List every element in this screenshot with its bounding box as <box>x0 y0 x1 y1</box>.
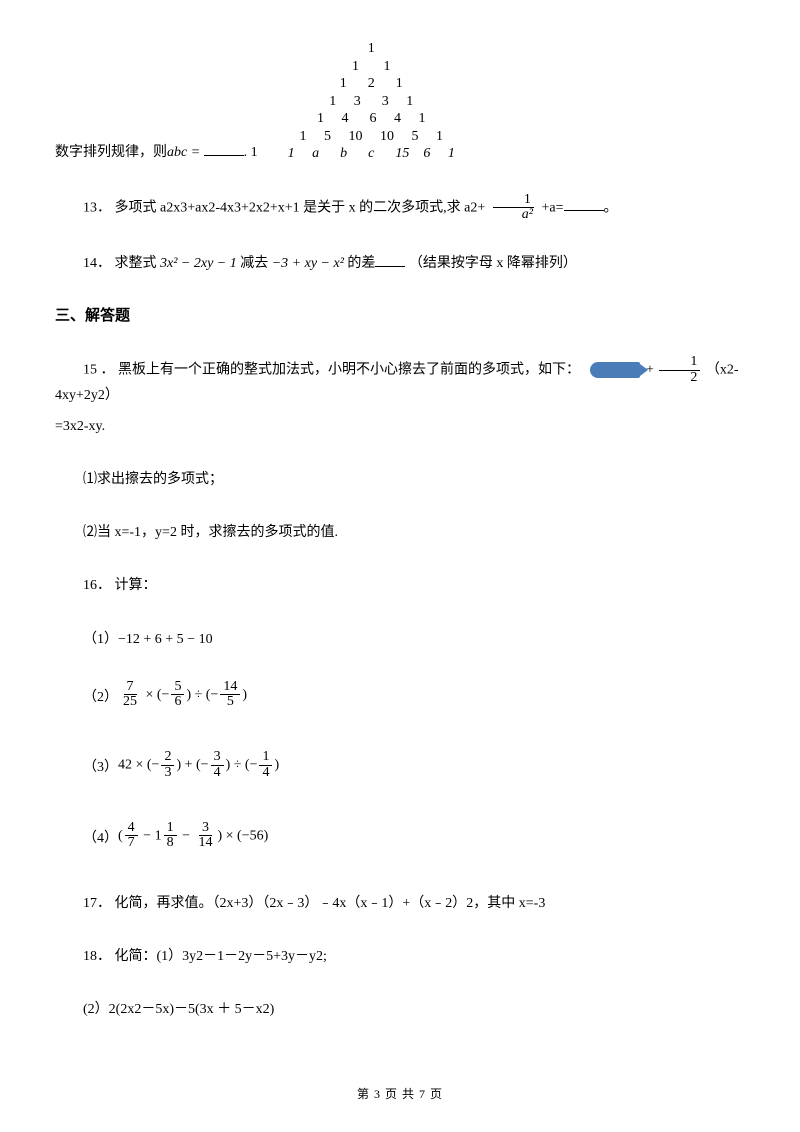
frac-den: 4 <box>259 766 272 781</box>
q16-p1-expr: −12 + 6 + 5 − 10 <box>118 627 213 652</box>
q18-line1: 18． 化简：(1）3y2－1－2y－5+3y－y2; <box>55 944 745 969</box>
q16-p1: （1） −12 + 6 + 5 − 10 <box>83 627 745 652</box>
q13-blank <box>564 197 604 211</box>
p3-k: 42 <box>118 758 132 773</box>
q16-p4-label: （4） <box>83 826 118 851</box>
frac-den: 8 <box>164 836 177 851</box>
pascal-row: 1 3 3 1 <box>288 93 455 111</box>
q14-expr1: 3x² − 2xy − 1 <box>160 256 237 271</box>
pascal-row: 1 1 <box>288 58 455 76</box>
q14-blank <box>375 253 405 267</box>
p4-tail: × (−56) <box>226 828 269 843</box>
p4-mid: 1 <box>155 828 162 843</box>
q15-text1: 黑板上有一个正确的整式加法式，小明不小心擦去了前面的多项式，如下： <box>118 362 580 377</box>
q14-text3: 的差 <box>347 256 375 271</box>
frac-num: 2 <box>161 750 174 766</box>
q15-plus: + <box>646 362 657 377</box>
q15-sub2: ⑵当 x=-1，y=2 时，求擦去的多项式的值. <box>55 520 745 545</box>
frac-num: 3 <box>199 821 212 837</box>
q13-text2: +a= <box>541 200 563 215</box>
q16-p2-expr: 725 × (−56) ÷ (−145) <box>118 680 247 710</box>
pascal-row: 1 a b c 15 6 1 <box>288 145 455 163</box>
frac-num: 5 <box>171 680 184 696</box>
q14: 14． 求整式 3x² − 2xy − 1 减去 −3 + xy − x² 的差… <box>55 251 745 276</box>
section-3-title: 三、解答题 <box>55 304 745 325</box>
q16-p3-expr: 42 × (−23) + (−34) ÷ (−14) <box>118 750 279 780</box>
q16-p4-expr: (47 − 118 − 314) × (−56) <box>118 821 268 851</box>
q15-line1: 15 ． 黑板上有一个正确的整式加法式，小明不小心擦去了前面的多项式，如下： +… <box>55 355 745 408</box>
q12-row: 数字排列规律，则abc = . 1 1 1 1 1 2 1 1 3 3 1 1 … <box>55 40 745 163</box>
q15-frac: 1 2 <box>659 355 700 385</box>
q16-p1-label: （1） <box>83 627 118 652</box>
frac-num: 14 <box>220 680 240 696</box>
q17-text: 化简，再求值。（2x+3）（2x﹣3）﹣4x（x﹣1）+（x﹣2）2，其中 x=… <box>115 896 546 911</box>
smudge-icon <box>590 362 640 378</box>
q16-p3: （3） 42 × (−23) + (−34) ÷ (−14) <box>83 750 745 780</box>
q16-text: 计算： <box>115 578 157 593</box>
frac-den: 7 <box>125 836 138 851</box>
pascal-row: 1 4 6 4 1 <box>288 110 455 128</box>
q15-sub1: ⑴求出擦去的多项式； <box>55 467 745 492</box>
frac-num: 7 <box>124 680 137 696</box>
q16-p4: （4） (47 − 118 − 314) × (−56) <box>83 821 745 851</box>
q12-text: 数字排列规律，则abc = . 1 <box>55 141 258 163</box>
frac-den: 14 <box>195 836 215 851</box>
frac-den: 25 <box>120 695 140 710</box>
q12-prefix: 数字排列规律，则 <box>55 145 167 160</box>
frac-den: 6 <box>171 695 184 710</box>
q13-text1: 多项式 a2x3+ax2-4x3+2x2+x+1 是关于 x 的二次多项式,求 … <box>115 200 486 215</box>
frac-num: 1 <box>164 821 177 837</box>
frac-den: 2 <box>659 371 700 386</box>
pascal-row: 1 2 1 <box>288 75 455 93</box>
q18-label: 18． <box>83 949 111 964</box>
q14-text2: 减去 <box>240 256 268 271</box>
q13-suffix: 。 <box>604 200 618 215</box>
frac-den: 3 <box>161 766 174 781</box>
frac-den: a² <box>491 208 536 223</box>
q13-label: 13． <box>83 200 111 215</box>
q13: 13． 多项式 a2x3+ax2-4x3+2x2+x+1 是关于 x 的二次多项… <box>55 193 745 223</box>
frac-den: 5 <box>224 695 237 710</box>
page-footer: 第 3 页 共 7 页 <box>0 1085 800 1102</box>
pascal-row: 1 5 10 10 5 1 <box>288 128 455 146</box>
q18-text1: 化简：(1）3y2－1－2y－5+3y－y2; <box>115 949 327 964</box>
pascal-row: 1 <box>288 40 455 58</box>
pascal-triangle: 1 1 1 1 2 1 1 3 3 1 1 4 6 4 1 1 5 10 10 … <box>288 40 455 163</box>
q17: 17． 化简，再求值。（2x+3）（2x﹣3）﹣4x（x﹣1）+（x﹣2）2，其… <box>55 891 745 916</box>
q12-suffix: . 1 <box>244 145 258 160</box>
q17-label: 17． <box>83 896 111 911</box>
q14-expr2: −3 + xy − x² <box>272 256 344 271</box>
q12-blank <box>204 142 244 156</box>
q16-label: 16． <box>83 578 111 593</box>
frac-num: 1 <box>493 193 534 209</box>
q14-label: 14． <box>83 256 111 271</box>
q15-label: 15 ． <box>83 362 118 377</box>
q12-expr: abc = <box>167 145 200 160</box>
q16-p2-label: （2） <box>83 685 118 710</box>
q13-frac: 1 a² <box>491 193 536 223</box>
q16-header: 16． 计算： <box>55 573 745 598</box>
q16-p2: （2） 725 × (−56) ÷ (−145) <box>83 680 745 710</box>
frac-num: 1 <box>659 355 700 371</box>
q14-text1: 求整式 <box>115 256 157 271</box>
q18-line2: (2）2(2x2－5x)－5(3x ＋ 5－x2) <box>55 997 745 1022</box>
frac-num: 1 <box>259 750 272 766</box>
q15-line2: =3x2-xy. <box>55 414 745 439</box>
q14-text4: （结果按字母 x 降幂排列） <box>409 256 577 271</box>
frac-den: 4 <box>211 766 224 781</box>
frac-num: 3 <box>211 750 224 766</box>
q16-p3-label: （3） <box>83 755 118 780</box>
frac-num: 4 <box>125 821 138 837</box>
